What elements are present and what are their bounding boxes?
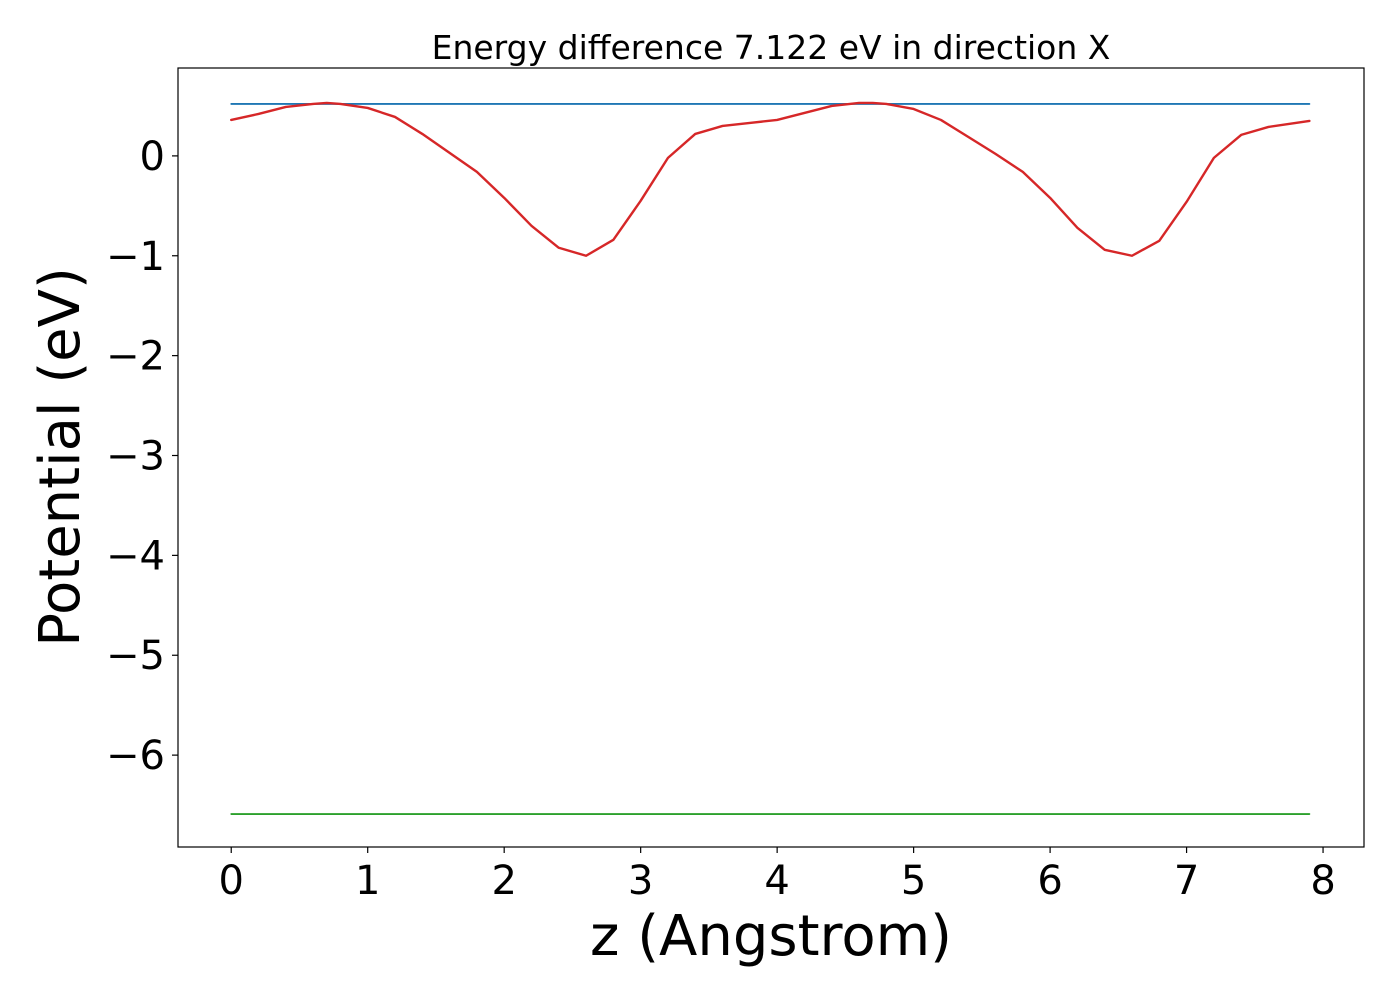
y-tick-label: −1 bbox=[106, 234, 165, 280]
x-tick-label: 7 bbox=[1174, 858, 1199, 904]
y-tick-label: −2 bbox=[106, 334, 165, 380]
x-tick-label: 5 bbox=[901, 858, 926, 904]
x-tick-label: 3 bbox=[628, 858, 653, 904]
x-tick-label: 0 bbox=[219, 858, 244, 904]
x-tick-label: 6 bbox=[1037, 858, 1062, 904]
y-axis: 0 −1 −2 −3 −4 −5 −6 bbox=[106, 134, 178, 779]
chart-title: Energy difference 7.122 eV in direction … bbox=[432, 28, 1111, 67]
x-axis-title: z (Angstrom) bbox=[590, 904, 952, 969]
series-layer bbox=[230, 101, 1311, 815]
y-tick-label: −4 bbox=[106, 533, 165, 579]
y-tick-label: −3 bbox=[106, 434, 165, 480]
x-tick-label: 4 bbox=[764, 858, 789, 904]
x-tick-label: 1 bbox=[355, 858, 380, 904]
x-tick-label: 2 bbox=[491, 858, 516, 904]
y-tick-label: 0 bbox=[140, 134, 165, 180]
series-line-3 bbox=[230, 101, 1311, 257]
y-tick-label: −5 bbox=[106, 633, 165, 679]
plot-frame bbox=[177, 67, 1365, 848]
x-axis: 0 1 2 3 4 5 6 7 8 bbox=[219, 847, 1336, 904]
x-tick-label: 8 bbox=[1310, 858, 1335, 904]
y-tick-label: −6 bbox=[106, 733, 165, 779]
y-axis-title: Potential (eV) bbox=[28, 267, 93, 647]
